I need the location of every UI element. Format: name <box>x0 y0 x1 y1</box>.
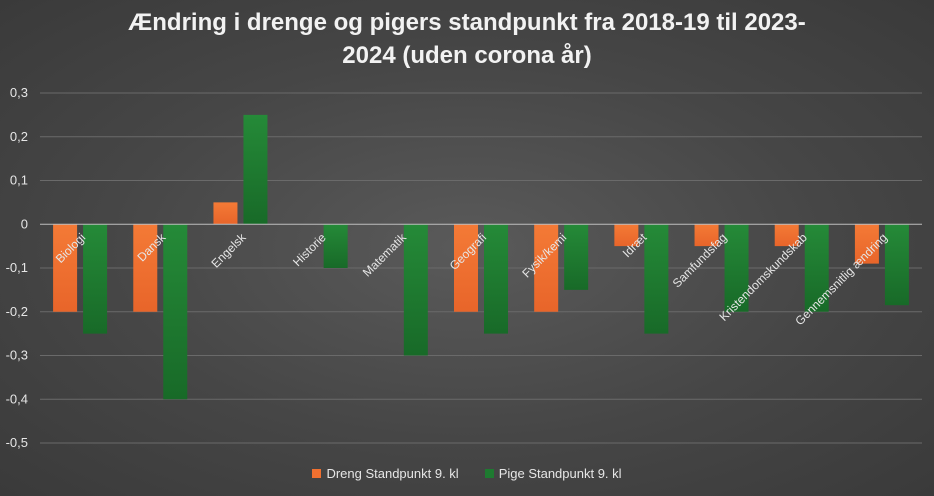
y-tick-label: -0,4 <box>6 391 28 406</box>
bar-dreng <box>854 224 879 264</box>
category-label: Engelsk <box>208 230 249 271</box>
bar-pige <box>484 224 508 334</box>
y-tick-label: 0,2 <box>10 129 28 144</box>
y-tick-label: 0 <box>21 216 28 231</box>
chart-title-line-1: Ændring i drenge og pigers standpunkt fr… <box>128 9 806 36</box>
bar-dreng <box>454 224 478 312</box>
bar-dreng <box>614 224 639 247</box>
bar-pige <box>403 224 428 356</box>
bar-pige <box>243 114 268 225</box>
category-label: Historie <box>290 230 329 269</box>
y-tick-label: -0,3 <box>6 348 28 363</box>
bar-dreng <box>534 224 559 312</box>
bar-pige <box>724 224 749 312</box>
bar-dreng <box>774 224 799 247</box>
y-tick-label: -0,5 <box>6 435 28 450</box>
bar-pige <box>564 224 589 290</box>
legend-label-pige: Pige Standpunkt 9. kl <box>498 466 622 481</box>
category-label: Matematik <box>360 230 410 280</box>
bar-pige <box>804 224 829 312</box>
legend-swatch-dreng <box>312 469 322 478</box>
legend-item-pige: Pige Standpunkt 9. kl <box>484 466 622 481</box>
bar-dreng <box>694 224 719 247</box>
legend-label-dreng: Dreng Standpunkt 9. kl <box>326 466 459 481</box>
legend-item-dreng: Dreng Standpunkt 9. kl <box>312 466 459 481</box>
legend-swatch-pige <box>484 469 494 478</box>
chart-title-line-2: 2024 (uden corona år) <box>342 42 592 69</box>
bar-pige <box>163 224 188 400</box>
y-tick-label: 0,1 <box>10 173 28 188</box>
y-tick-label: -0,2 <box>6 304 28 319</box>
bar-pige <box>644 224 669 334</box>
bar-dreng <box>133 224 158 312</box>
chart-title: Ændring i drenge og pigers standpunkt fr… <box>0 6 934 72</box>
bar-pige <box>83 224 108 334</box>
bar-dreng <box>53 224 78 312</box>
bar-dreng <box>213 202 238 225</box>
bar-pige <box>323 224 348 268</box>
bar-pige <box>884 224 909 306</box>
y-tick-label: -0,1 <box>6 260 28 275</box>
y-tick-label: 0,3 <box>10 85 28 100</box>
legend: Dreng Standpunkt 9. kl Pige Standpunkt 9… <box>0 466 934 481</box>
